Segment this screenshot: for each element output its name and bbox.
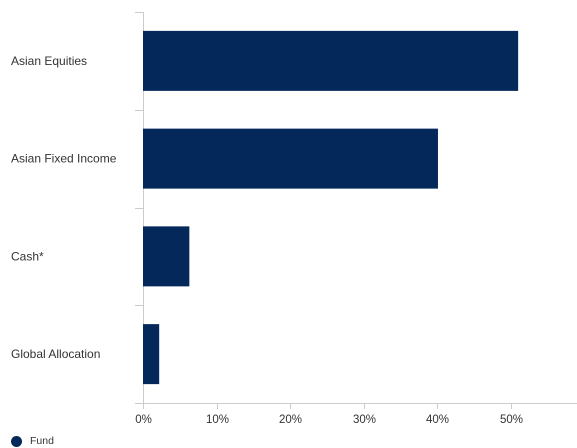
category-label: Asian Fixed Income [11, 152, 117, 166]
x-tick-label: 10% [206, 414, 229, 426]
x-tick-label: 20% [279, 414, 302, 426]
x-tick-label: 0% [135, 414, 152, 426]
bars [143, 30, 519, 385]
y-axis [135, 12, 144, 404]
category-labels: Asian Equities Asian Fixed Income Cash* Glo… [11, 54, 117, 361]
legend-label-fund: Fund [30, 435, 54, 447]
legend-swatch-fund [11, 435, 22, 447]
category-label: Global Allocation [11, 347, 100, 361]
bar [143, 128, 438, 189]
x-tick-label: 30% [353, 414, 376, 426]
category-label: Cash* [11, 249, 44, 263]
x-axis: 0% 10% 20% 30% 40% 50% [135, 403, 577, 426]
x-tick-label: 40% [426, 414, 449, 426]
category-label: Asian Equities [11, 54, 87, 68]
bar [143, 324, 160, 385]
bar [143, 226, 190, 287]
bar [143, 30, 519, 91]
x-tick-label: 50% [500, 414, 523, 426]
legend: Fund [11, 434, 54, 448]
